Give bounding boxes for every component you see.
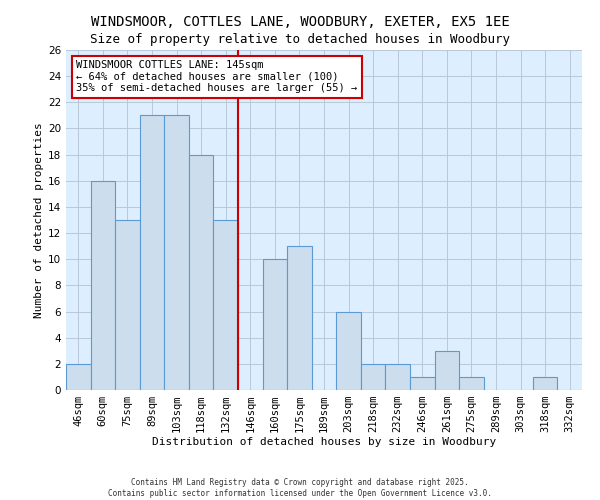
Text: WINDSMOOR, COTTLES LANE, WOODBURY, EXETER, EX5 1EE: WINDSMOOR, COTTLES LANE, WOODBURY, EXETE… [91, 15, 509, 29]
Text: Contains HM Land Registry data © Crown copyright and database right 2025.
Contai: Contains HM Land Registry data © Crown c… [108, 478, 492, 498]
Bar [214, 220, 238, 390]
Bar [91, 181, 115, 390]
Bar [140, 116, 164, 390]
Y-axis label: Number of detached properties: Number of detached properties [34, 122, 44, 318]
Bar [533, 377, 557, 390]
Bar [164, 116, 189, 390]
Text: WINDSMOOR COTTLES LANE: 145sqm
← 64% of detached houses are smaller (100)
35% of: WINDSMOOR COTTLES LANE: 145sqm ← 64% of … [76, 60, 358, 94]
Text: Size of property relative to detached houses in Woodbury: Size of property relative to detached ho… [90, 32, 510, 46]
Bar [263, 259, 287, 390]
X-axis label: Distribution of detached houses by size in Woodbury: Distribution of detached houses by size … [152, 436, 496, 446]
Bar [66, 364, 91, 390]
Bar [385, 364, 410, 390]
Bar [336, 312, 361, 390]
Bar [287, 246, 312, 390]
Bar [189, 154, 214, 390]
Bar [459, 377, 484, 390]
Bar [434, 351, 459, 390]
Bar [410, 377, 434, 390]
Bar [115, 220, 140, 390]
Bar [361, 364, 385, 390]
